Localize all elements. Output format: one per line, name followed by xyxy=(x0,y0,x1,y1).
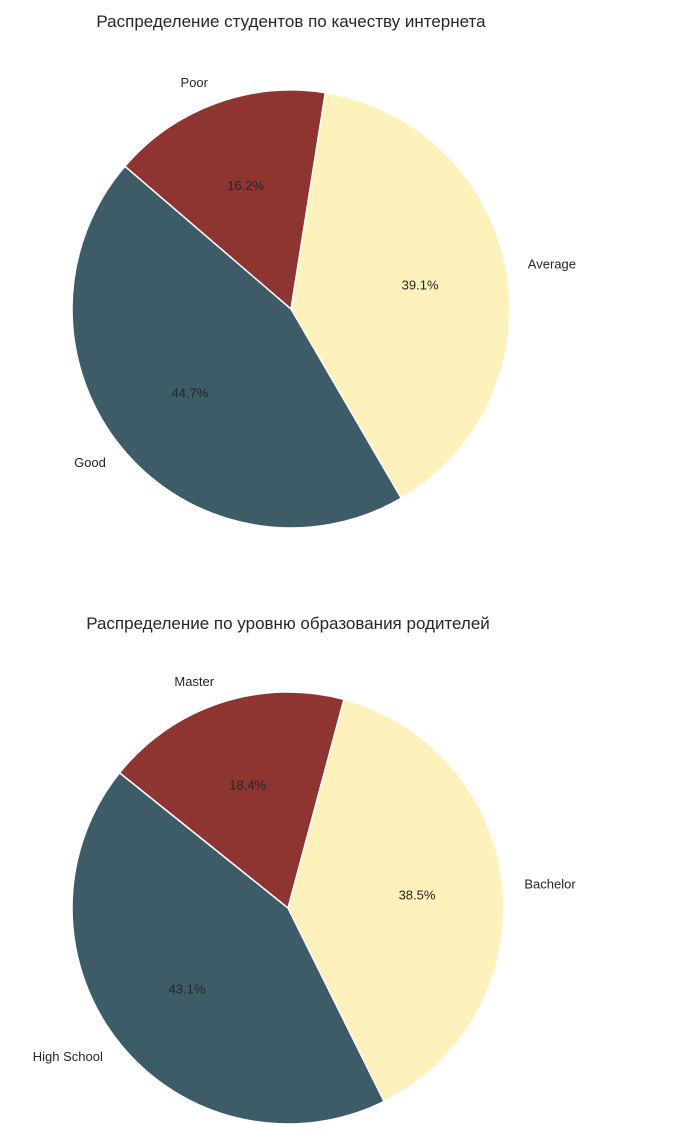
category-label-master: Master xyxy=(174,674,214,689)
chart-title: Распределение студентов по качеству инте… xyxy=(96,12,486,31)
category-label-bachelor: Bachelor xyxy=(524,876,576,891)
pie-slice-average xyxy=(290,91,511,499)
pie-slice-bachelor xyxy=(287,698,505,1103)
percent-label-high-school: 43.1% xyxy=(169,982,206,997)
pie-slice-poor xyxy=(124,89,327,310)
category-label-high-school: High School xyxy=(33,1049,103,1064)
category-label-poor: Poor xyxy=(181,75,209,90)
chart-title: Распределение по уровню образования роди… xyxy=(86,614,490,633)
internet-quality-pie-chart: Распределение студентов по качеству инте… xyxy=(71,12,576,529)
parent-education-pie-chart: Распределение по уровню образования роди… xyxy=(33,614,576,1125)
percent-label-average: 39.1% xyxy=(402,277,439,292)
pie-slice-good xyxy=(71,165,403,529)
percent-label-good: 44.7% xyxy=(172,386,209,401)
pie-slice-high-school xyxy=(71,772,385,1125)
category-label-good: Good xyxy=(74,455,106,470)
pie-slice-master xyxy=(118,691,345,909)
percent-label-master: 18.4% xyxy=(229,777,266,792)
percent-label-bachelor: 38.5% xyxy=(399,888,436,903)
category-label-average: Average xyxy=(528,257,576,272)
percent-label-poor: 16.2% xyxy=(227,178,264,193)
